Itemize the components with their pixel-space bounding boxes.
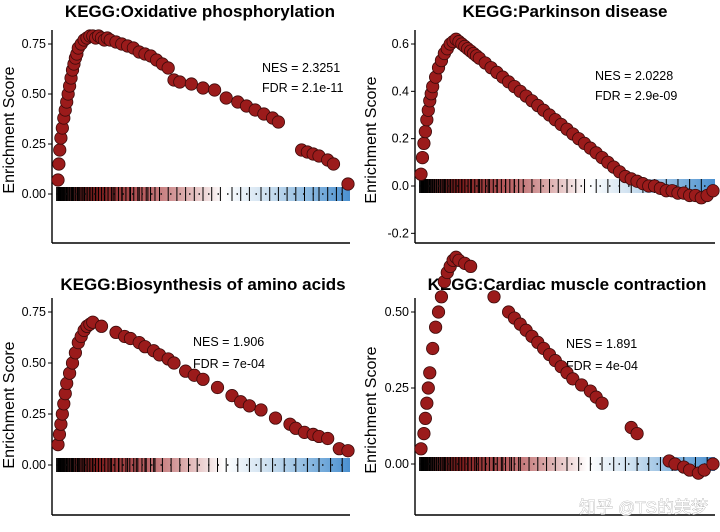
y-tick-label: 0.2 — [392, 132, 409, 146]
y-axis-label: Enrichment Score — [363, 346, 380, 473]
y-tick-label: 0.00 — [22, 187, 46, 201]
es-point — [415, 151, 430, 165]
es-point — [196, 81, 210, 95]
es-point — [431, 305, 446, 319]
panel-4: 0.00 0.25 0.50 Enrichment Score KEGG:Cardiac… — [363, 250, 720, 516]
es-point — [421, 381, 435, 395]
es-point — [242, 399, 256, 413]
es-point — [420, 396, 434, 410]
es-point — [417, 136, 431, 150]
y-tick-label: 0.00 — [385, 457, 409, 471]
y-tick-label: 0.0 — [392, 179, 409, 193]
es-point — [167, 356, 181, 370]
es-point — [94, 319, 109, 333]
y-tick-label: -0.2 — [387, 226, 409, 240]
y-tick-label: 0.75 — [22, 37, 46, 51]
y-tick-label: 0.25 — [22, 137, 46, 151]
y-tick-label: 0.75 — [22, 305, 46, 319]
es-point — [341, 177, 355, 191]
fdr-label: FDR = 7e-04 — [193, 357, 265, 371]
es-point — [418, 124, 432, 139]
es-point — [414, 442, 428, 456]
es-point — [341, 444, 355, 458]
es-point — [219, 91, 233, 105]
y-tick-label: 0.25 — [22, 407, 46, 421]
y-tick-label: 0.50 — [22, 87, 46, 101]
es-point — [53, 143, 67, 157]
nes-label: NES = 2.0228 — [595, 69, 673, 83]
es-point — [173, 75, 187, 89]
fdr-label: FDR = 4e-04 — [566, 359, 638, 373]
watermark: 知乎 @TS的美梦 — [579, 498, 708, 517]
rank-gradient-band — [56, 458, 350, 472]
chart-title: KEGG:Cardiac muscle contraction — [428, 275, 707, 294]
nes-label: NES = 1.906 — [193, 335, 264, 349]
panel-1: 0.00 0.25 0.50 0.75 Enrichment Score KEGG:Oxi… — [1, 2, 355, 244]
chart-title: KEGG:Oxidative phosphorylation — [65, 2, 335, 21]
nes-label: NES = 1.891 — [566, 337, 637, 351]
es-point — [210, 380, 225, 395]
es-point — [184, 77, 198, 91]
es-point — [254, 403, 268, 417]
y-tick-label: 0.50 — [22, 356, 46, 370]
es-point — [426, 341, 440, 356]
nes-label: NES = 2.3251 — [262, 61, 340, 75]
es-point — [271, 115, 285, 129]
running-score-points — [414, 32, 720, 205]
es-point — [423, 366, 437, 380]
y-tick-label: 0.00 — [22, 458, 46, 472]
es-point — [196, 372, 210, 386]
es-point — [418, 411, 432, 425]
running-score-points — [51, 29, 355, 191]
y-axis-label: Enrichment Score — [1, 341, 18, 468]
es-point — [417, 426, 431, 441]
es-point — [268, 411, 283, 425]
y-tick-label: 0.25 — [385, 381, 409, 395]
running-score-points — [51, 315, 355, 458]
es-point — [321, 431, 335, 446]
panel-3: 0.00 0.25 0.50 0.75 Enrichment Score KEGG:Bio… — [1, 275, 355, 516]
fdr-label: FDR = 2.9e-09 — [595, 89, 677, 103]
chart-title: KEGG:Biosynthesis of amino acids — [60, 275, 345, 294]
es-point — [161, 61, 175, 75]
es-point — [52, 157, 66, 171]
es-point — [428, 320, 443, 334]
es-point — [208, 83, 222, 97]
es-point — [487, 290, 501, 304]
y-tick-label: 0.50 — [385, 305, 409, 319]
running-score-points — [414, 250, 720, 480]
y-axis-label: Enrichment Score — [1, 66, 18, 193]
chart-title: KEGG:Parkinson disease — [462, 2, 667, 21]
es-point — [414, 167, 428, 181]
es-point — [326, 157, 341, 171]
es-point — [706, 457, 720, 471]
y-tick-label: 0.6 — [392, 37, 409, 51]
es-point — [51, 173, 65, 187]
y-tick-label: 0.4 — [392, 84, 409, 98]
es-point — [595, 396, 609, 410]
es-point — [434, 290, 449, 304]
panel-2: -0.2 0.0 0.2 0.4 0.6 Enrichment Score KEGG:Par… — [363, 2, 720, 244]
es-point — [464, 259, 478, 273]
fdr-label: FDR = 2.1e-11 — [262, 81, 343, 95]
es-point — [630, 426, 644, 441]
y-axis-label: Enrichment Score — [363, 76, 380, 203]
es-point — [706, 184, 720, 198]
